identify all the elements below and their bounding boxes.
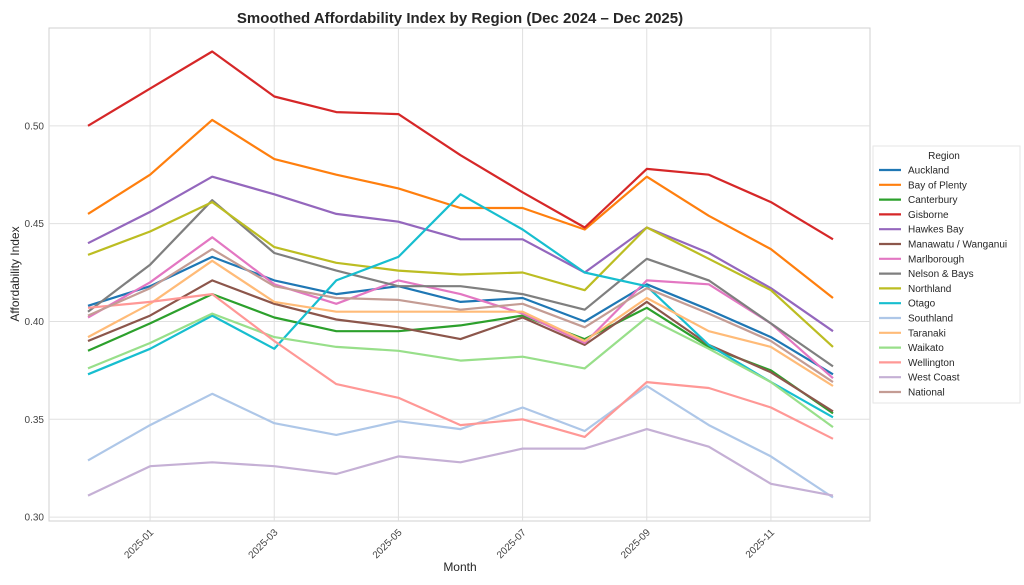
series-line-hawkes-bay [87,175,834,333]
y-tick-label: 0.45 [25,219,45,230]
legend-label: Southland [908,314,953,325]
legend-item-otago: Otago [879,299,936,310]
y-tick-label: 0.50 [25,121,45,132]
legend-label: Wellington [908,358,955,369]
plot-area: 0.300.350.400.450.50 2025-01 2025-03 2025-… [25,27,871,561]
legend-label: Taranaki [908,328,946,339]
legend-label: Auckland [908,166,949,177]
series-line-marlborough [87,236,834,380]
legend-item-southland: Southland [879,314,953,325]
series-lines [87,50,834,499]
legend-item-northland: Northland [879,284,951,295]
y-axis-label: Affordability Index [8,226,22,321]
legend-label: National [908,388,945,399]
series-line-bay-of-plenty [87,118,834,299]
legend-item-national: National [879,388,945,399]
legend-label: Canterbury [908,195,957,206]
series-line-taranaki [87,259,834,387]
y-tick-label: 0.40 [25,317,45,328]
legend-label: West Coast [908,373,960,384]
series-line-southland [87,384,834,499]
legend-item-nelson-bays: Nelson & Bays [879,269,974,280]
legend-item-canterbury: Canterbury [879,195,957,206]
legend-item-taranaki: Taranaki [879,328,946,339]
legend: Region Auckland Bay of Plenty Canterbury Gi… [872,145,1021,404]
legend-item-bay-of-plenty: Bay of Plenty [879,180,967,191]
x-gridlines [149,28,772,521]
legend-label: Bay of Plenty [908,180,967,191]
y-tick-label: 0.35 [25,415,45,426]
series-line-waikato [87,312,834,428]
legend-label: Manawatu / Wanganui [908,240,1007,251]
legend-item-marlborough: Marlborough [879,254,964,265]
series-line-national [87,248,834,384]
legend-item-waikato: Waikato [879,343,944,354]
legend-label: Northland [908,284,951,295]
series-line-otago [87,193,834,419]
chart-title: Smoothed Affordability Index by Region (… [237,10,683,27]
legend-item-manawatu-wanganui: Manawatu / Wanganui [879,240,1007,251]
legend-label: Otago [908,299,936,310]
series-line-nelson-bays [87,199,834,368]
y-tick-label: 0.30 [25,513,45,524]
legend-item-wellington: Wellington [879,358,955,369]
legend-label: Gisborne [908,210,949,221]
legend-label: Marlborough [908,254,964,265]
series-line-northland [87,201,834,348]
legend-label: Nelson & Bays [908,269,974,280]
legend-item-west-coast: West Coast [879,373,960,384]
legend-label: Waikato [908,343,944,354]
series-line-west-coast [87,428,834,497]
series-line-auckland [87,255,834,376]
legend-item-auckland: Auckland [879,166,949,177]
legend-title: Region [928,151,960,162]
legend-item-gisborne: Gisborne [879,210,949,221]
legend-item-hawkes-bay: Hawkes Bay [879,225,964,236]
y-axis-ticks: 0.30 0.35 0.40 0.45 0.50 [25,121,45,523]
series-line-wellington [87,293,834,440]
legend-label: Hawkes Bay [908,225,964,236]
legend-items: Auckland Bay of Plenty Canterbury Gisborne H… [879,166,1007,399]
x-axis-label: Month [443,560,476,574]
series-line-gisborne [87,50,834,241]
